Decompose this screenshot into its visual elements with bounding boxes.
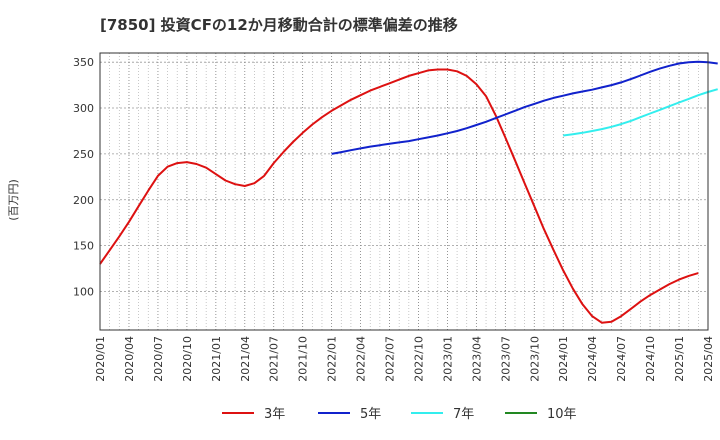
x-tick-label: 2020/01 [94,336,107,382]
x-tick-label: 2024/01 [557,336,570,382]
y-tick-label: 150 [73,240,94,253]
x-tick-label: 2024/04 [586,336,599,382]
gridlines [99,53,709,330]
x-tick-label: 2021/10 [297,336,310,382]
legend: 3年 5年 7年 10年 [222,407,577,422]
x-tick-label: 2023/07 [499,336,512,382]
y-axis-label: (百万円) [7,179,20,221]
x-tick-label: 2022/10 [412,336,425,382]
y-tick-label: 200 [73,194,94,207]
x-tick-label: 2024/10 [644,336,657,382]
y-tick-label: 350 [73,56,94,69]
legend-label-5年: 5年 [360,407,381,422]
y-tick-label: 100 [73,285,94,298]
x-tick-label: 2020/07 [152,336,165,382]
x-tick-label: 2023/01 [441,336,454,382]
x-tick-label: 2025/04 [702,336,715,382]
x-tick-label: 2024/07 [615,336,628,382]
series-line-5年 [331,60,718,155]
legend-label-3年: 3年 [264,407,285,422]
chart-title: [7850] 投資CFの12か月移動合計の標準偏差の推移 [100,16,458,34]
x-tick-label: 2020/04 [123,336,136,382]
y-tick-label: 250 [73,148,94,161]
x-tick-label: 2023/04 [470,336,483,382]
y-tick-label: 300 [73,102,94,115]
series-lines [99,60,718,324]
x-tick-label: 2023/10 [528,336,541,382]
x-tick-label: 2021/07 [268,336,281,382]
x-tick-label: 2022/01 [326,336,339,382]
x-tick-label: 2021/04 [239,336,252,382]
x-tick-label: 2020/10 [181,336,194,382]
x-tick-labels: 2020/01 2020/04 2020/07 2020/10 2021/01 2021/… [94,336,715,382]
series-line-3年 [99,68,699,324]
y-tick-labels: 100 150 200 250 300 350 [73,56,94,298]
x-tick-label: 2021/01 [210,336,223,382]
series-line-7年 [563,88,718,137]
legend-label-7年: 7年 [453,407,474,422]
x-tick-label: 2022/04 [355,336,368,382]
plot-frame [99,52,709,331]
x-tick-label: 2025/01 [673,336,686,382]
x-tick-label: 2022/07 [384,336,397,382]
legend-label-10年: 10年 [547,407,577,422]
